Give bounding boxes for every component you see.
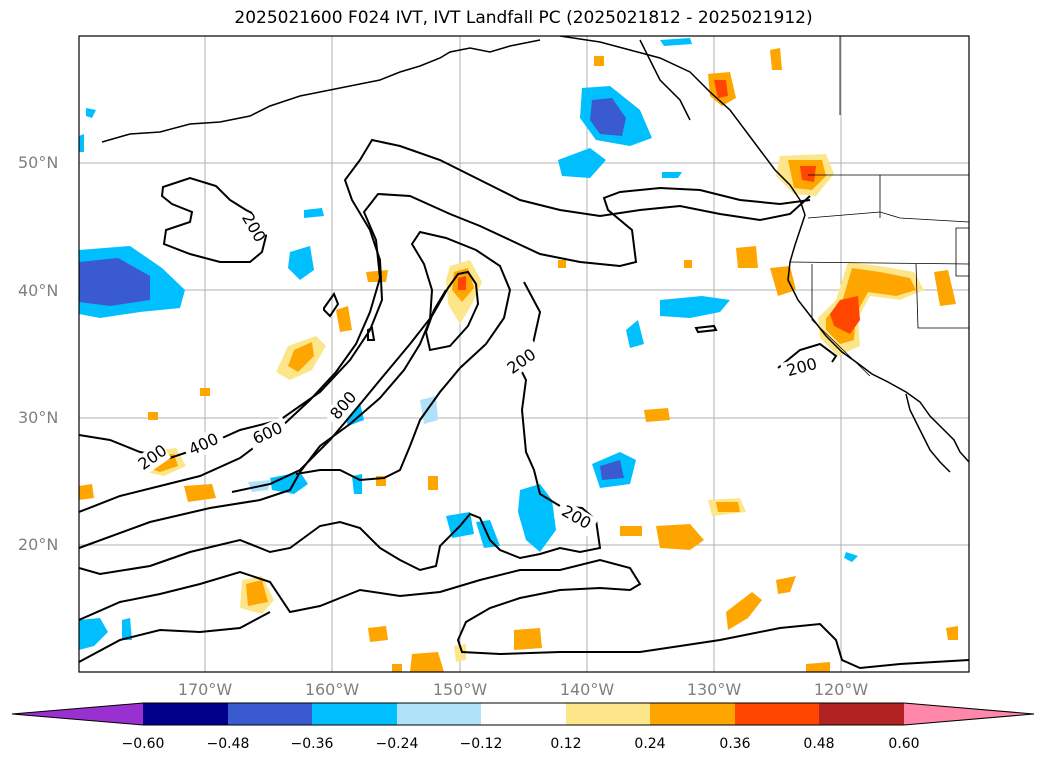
lat-label-40n: 40°N: [18, 281, 59, 300]
colorbar-tick-label: −0.36: [290, 736, 334, 752]
contour-label-masks: [134, 208, 824, 537]
lon-label-140w: 140°W: [559, 680, 615, 699]
colorbar-swatch: [819, 703, 904, 725]
colorbar-swatch: [566, 703, 650, 725]
colorbar-swatch: [650, 703, 735, 725]
colorbar-tick-label: −0.60: [121, 736, 165, 752]
colorbar-tick-label: −0.12: [459, 736, 503, 752]
colorbar-extend-low: [12, 703, 143, 725]
colorbar-tick-label: −0.24: [375, 736, 419, 752]
colorbar-tick-label: 0.12: [550, 736, 582, 752]
colorbar-tick-label: 0.48: [803, 736, 835, 752]
colorbar-swatch: [735, 703, 819, 725]
negative-anomaly-areas: [79, 38, 858, 650]
lon-label-120w: 120°W: [813, 680, 869, 699]
lat-label-50n: 50°N: [18, 153, 59, 172]
map-area: 200 200 200 200 200 400 600 800: [79, 36, 969, 672]
colorbar-tick-label: 0.24: [634, 736, 666, 752]
colorbar-swatch: [143, 703, 228, 725]
map-title: 2025021600 F024 IVT, IVT Landfall PC (20…: [234, 8, 813, 28]
colorbar-tick-label: 0.36: [719, 736, 751, 752]
colorbar-swatch: [397, 703, 481, 725]
lon-label-170w: 170°W: [177, 680, 233, 699]
ivt-contours: [79, 138, 969, 670]
contour-labels: 200 200 200 200 200 400 600 800: [134, 210, 818, 533]
map-frame: [78, 35, 970, 673]
colorbar-swatch: [228, 703, 312, 725]
coastlines: [101, 36, 969, 473]
lon-label-160w: 160°W: [304, 680, 360, 699]
colorbar-swatch: [312, 703, 397, 725]
colorbar: [11, 702, 1035, 726]
positive-anomaly-areas: [79, 48, 958, 672]
gridlines: [79, 36, 969, 672]
lon-label-150w: 150°W: [432, 680, 488, 699]
lat-label-20n: 20°N: [18, 535, 59, 554]
lon-label-130w: 130°W: [686, 680, 742, 699]
colorbar-swatch: [481, 703, 566, 725]
colorbar-tick-label: 0.60: [888, 736, 920, 752]
lat-label-30n: 30°N: [18, 408, 59, 427]
colorbar-extend-high: [904, 703, 1034, 725]
colorbar-tick-label: −0.48: [206, 736, 250, 752]
state-borders: [789, 36, 969, 377]
